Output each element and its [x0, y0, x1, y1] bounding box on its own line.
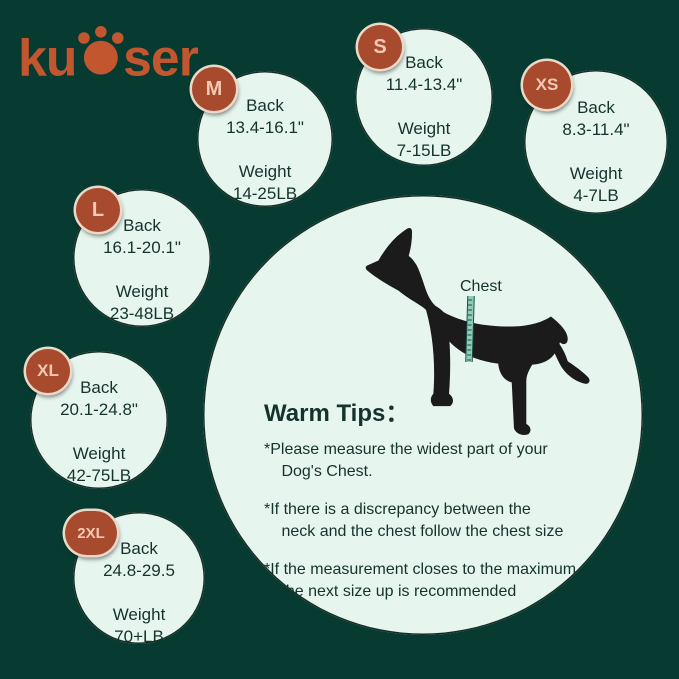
svg-text:ser: ser: [123, 28, 199, 86]
svg-text:ku: ku: [18, 28, 76, 86]
